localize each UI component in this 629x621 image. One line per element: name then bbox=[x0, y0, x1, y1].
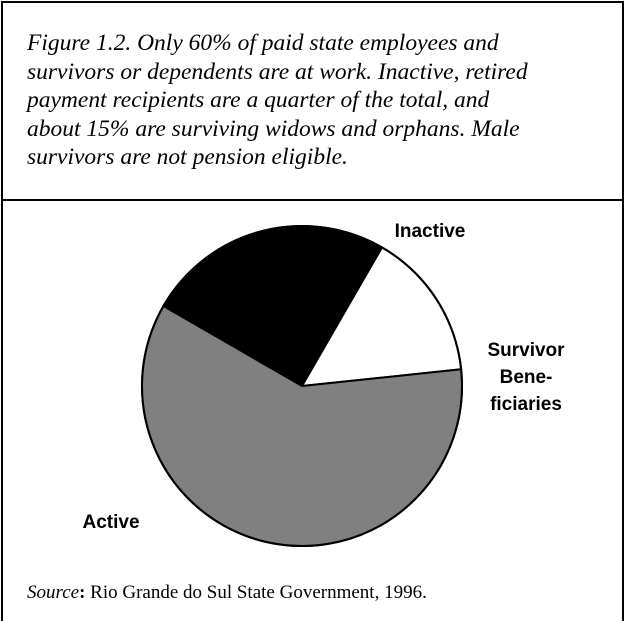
caption-line-4: about 15% are surviving widows and orpha… bbox=[27, 115, 520, 142]
pie-label-0: Inactive bbox=[395, 221, 466, 242]
source-text: Rio Grande do Sul State Government, 1996… bbox=[85, 582, 427, 603]
pie-chart: Inactive Survivor Bene-ficiaries Active bbox=[82, 221, 565, 547]
source-colon: : bbox=[79, 582, 86, 603]
figure-caption: Figure 1.2. Only 60% of paid state emplo… bbox=[27, 29, 607, 172]
pie-label-line: Inactive bbox=[395, 221, 466, 242]
pie-labels: Inactive Survivor Bene-ficiaries Active bbox=[82, 221, 565, 533]
pie-label-line: Active bbox=[82, 512, 139, 533]
caption-line-3: payment recipients are a quarter of the … bbox=[27, 87, 490, 113]
pie-label-line: Bene- bbox=[500, 367, 553, 388]
caption-divider bbox=[3, 199, 622, 201]
source-label: Source bbox=[27, 582, 80, 603]
pie-label-2: Active bbox=[82, 512, 139, 533]
caption-line-2: survivors or dependents are at work. Ina… bbox=[27, 58, 528, 85]
pie-label-line: Survivor bbox=[487, 340, 565, 361]
pie-slices bbox=[140, 225, 463, 547]
pie-label-line: ficiaries bbox=[490, 394, 562, 415]
pie-label-1: Survivor Bene-ficiaries bbox=[487, 340, 565, 415]
caption-line-5: survivors are not pension eligible. bbox=[27, 144, 348, 170]
pie-outline bbox=[141, 225, 463, 547]
source-note: Source: Rio Grande do Sul State Governme… bbox=[27, 582, 427, 604]
caption-line-1: Figure 1.2. Only 60% of paid state emplo… bbox=[27, 30, 499, 56]
